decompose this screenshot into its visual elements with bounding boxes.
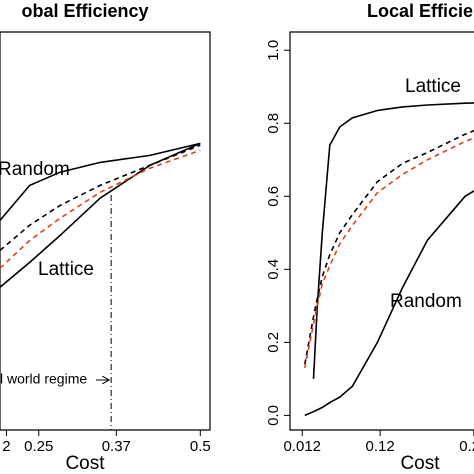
frame <box>289 31 474 431</box>
x-tick-label: 0.25 <box>24 438 53 455</box>
frame <box>0 31 211 431</box>
series-label: Random <box>390 291 462 312</box>
x-axis-label: Cost <box>65 453 105 474</box>
series-line <box>0 144 201 252</box>
series-label: Lattice <box>405 76 461 97</box>
x-axis-label: Cost <box>400 453 440 474</box>
y-tick-label: 0.0 <box>265 405 282 426</box>
x-tick-label: 0.37 <box>102 438 131 455</box>
y-tick-label: 0.6 <box>265 186 282 207</box>
regime-label: l world regime <box>0 371 87 387</box>
series-line <box>0 149 201 269</box>
series-line <box>312 102 474 379</box>
x-tick-label: 0.5 <box>190 438 211 455</box>
series-label: Lattice <box>38 259 94 280</box>
x-tick-label: 2 <box>2 438 10 455</box>
y-tick-label: 0.8 <box>265 113 282 134</box>
x-tick-label: 0.12 <box>366 438 395 455</box>
series-line <box>304 190 474 417</box>
series-line <box>0 142 201 221</box>
y-tick-label: 0.2 <box>265 332 282 353</box>
x-tick-label: 0.012 <box>283 438 321 455</box>
x-tick-label: 0.25 <box>459 438 474 455</box>
chart-title: Local Efficie <box>367 1 473 21</box>
series-line <box>304 137 474 369</box>
chart-title: obal Efficiency <box>21 1 148 21</box>
series-line <box>304 129 474 365</box>
series-label: Random <box>0 159 70 180</box>
y-tick-label: 1.0 <box>265 40 282 61</box>
y-tick-label: 0.4 <box>265 259 282 280</box>
